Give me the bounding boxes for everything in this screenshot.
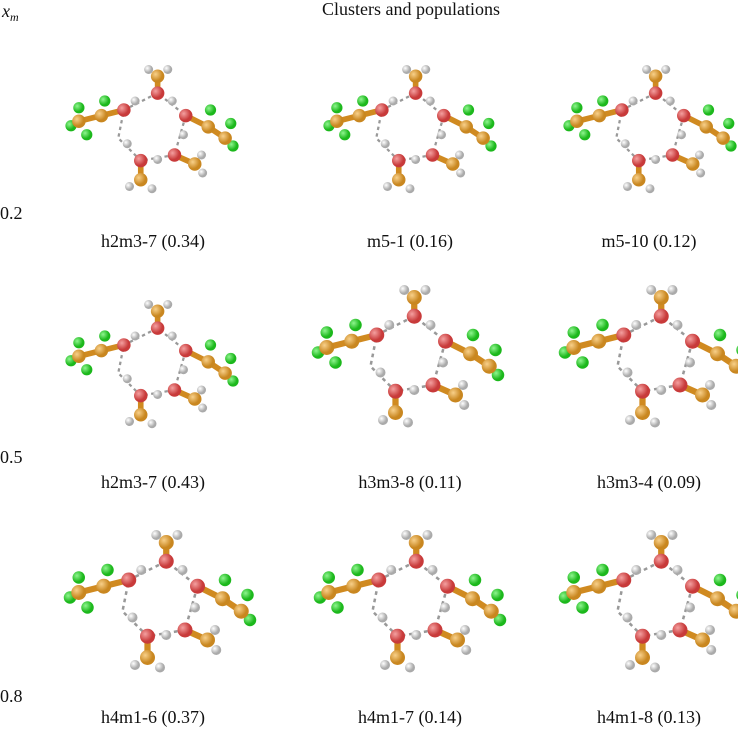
cluster-label: m5-1 (0.16) xyxy=(367,231,453,252)
cluster-label: h4m1-6 (0.37) xyxy=(101,707,205,728)
row-value: 0.8 xyxy=(0,686,23,706)
cluster-image xyxy=(64,530,257,673)
cluster-label: h3m3-4 (0.09) xyxy=(597,472,701,493)
axis-subscript: m xyxy=(10,10,19,24)
cluster-image xyxy=(323,65,496,193)
cluster-image xyxy=(559,530,738,673)
cluster-image xyxy=(559,285,738,428)
cluster-label: h4m1-7 (0.14) xyxy=(358,707,462,728)
cluster-label: m5-10 (0.12) xyxy=(602,231,697,252)
cluster-label: h2m3-7 (0.43) xyxy=(101,472,205,493)
cluster-image xyxy=(563,65,736,193)
cluster-image xyxy=(65,300,238,428)
cluster-label: h4m1-8 (0.13) xyxy=(597,707,701,728)
cluster-label: h2m3-7 (0.34) xyxy=(101,231,205,252)
figure-title: Clusters and populations xyxy=(322,0,500,19)
cluster-image xyxy=(312,285,505,428)
axis-symbol: x xyxy=(1,1,10,21)
cluster-image xyxy=(65,65,238,193)
cluster-label: h3m3-8 (0.11) xyxy=(358,472,461,493)
row-value: 0.2 xyxy=(0,203,23,223)
cluster-image xyxy=(314,530,507,673)
row-value: 0.5 xyxy=(0,447,23,467)
axis-label: xm xyxy=(1,1,19,24)
